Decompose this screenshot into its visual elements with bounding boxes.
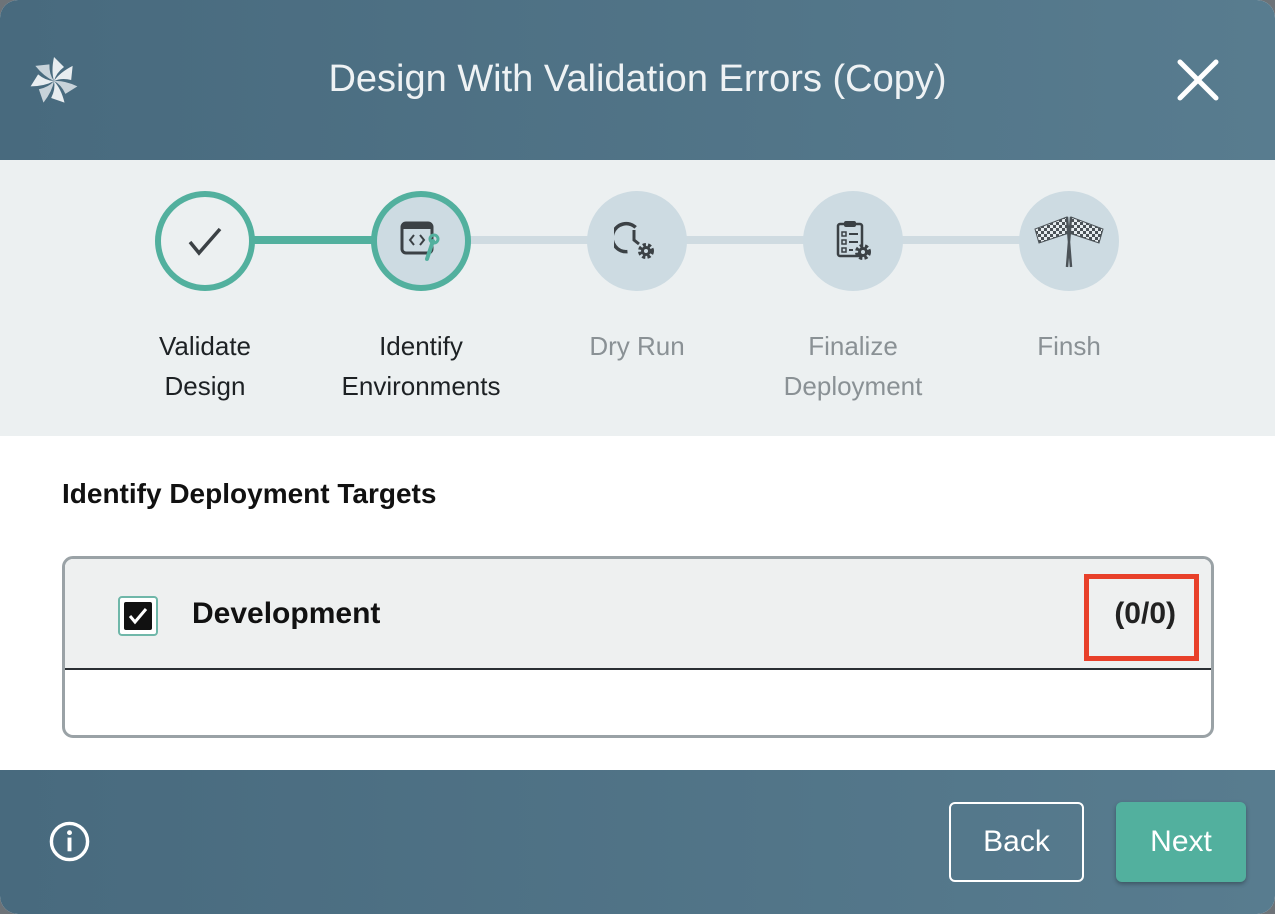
pinwheel-logo-icon	[30, 57, 78, 103]
history-gear-icon	[614, 221, 654, 259]
step-connector	[466, 236, 596, 244]
label-line: Validate	[158, 331, 252, 361]
step-label-identify-environments: Identify Environments	[311, 326, 531, 406]
checkmark-icon	[188, 227, 222, 256]
environment-count: (0/0)	[1114, 597, 1176, 630]
label-line: Environments	[341, 371, 501, 401]
step-connector	[250, 236, 380, 244]
code-wrench-icon	[400, 221, 440, 261]
close-icon[interactable]	[1174, 56, 1222, 104]
step-dry-run[interactable]	[587, 191, 687, 291]
step-finalize-deployment[interactable]	[803, 191, 903, 291]
info-icon[interactable]	[48, 820, 91, 863]
checkered-flags-icon	[1034, 216, 1104, 268]
clipboard-gear-icon	[836, 221, 871, 260]
label-line: Dry Run	[589, 331, 685, 361]
label-line: Identify	[379, 331, 463, 361]
label-line: Design	[164, 371, 246, 401]
highlight-box	[1084, 574, 1199, 661]
step-label-validate-design: Validate Design	[95, 326, 315, 406]
step-label-dry-run: Dry Run	[527, 326, 747, 366]
section-title: Identify Deployment Targets	[62, 478, 437, 509]
environment-panel: Development (0/0)	[62, 556, 1214, 738]
label-line: Finsh	[1037, 331, 1101, 361]
label-line: Finalize	[808, 331, 898, 361]
checkbox-check-icon	[128, 608, 148, 625]
step-label-finalize-deployment: Finalize Deployment	[743, 326, 963, 406]
step-identify-environments[interactable]	[371, 191, 471, 291]
step-connector	[898, 236, 1028, 244]
environment-row[interactable]: Development (0/0)	[65, 559, 1211, 670]
step-label-finish: Finsh	[959, 326, 1179, 366]
label-line: Deployment	[783, 371, 923, 401]
back-button[interactable]: Back	[949, 802, 1084, 882]
step-finish[interactable]	[1019, 191, 1119, 291]
environment-name: Development	[192, 597, 381, 630]
step-connector	[682, 236, 812, 244]
dialog-footer	[0, 770, 1275, 914]
step-validate-design[interactable]	[155, 191, 255, 291]
next-button[interactable]: Next	[1116, 802, 1246, 882]
environment-checkbox[interactable]	[118, 596, 158, 636]
dialog-header: Design With Validation Errors (Copy)	[0, 0, 1275, 160]
dialog-title: Design With Validation Errors (Copy)	[328, 58, 947, 100]
